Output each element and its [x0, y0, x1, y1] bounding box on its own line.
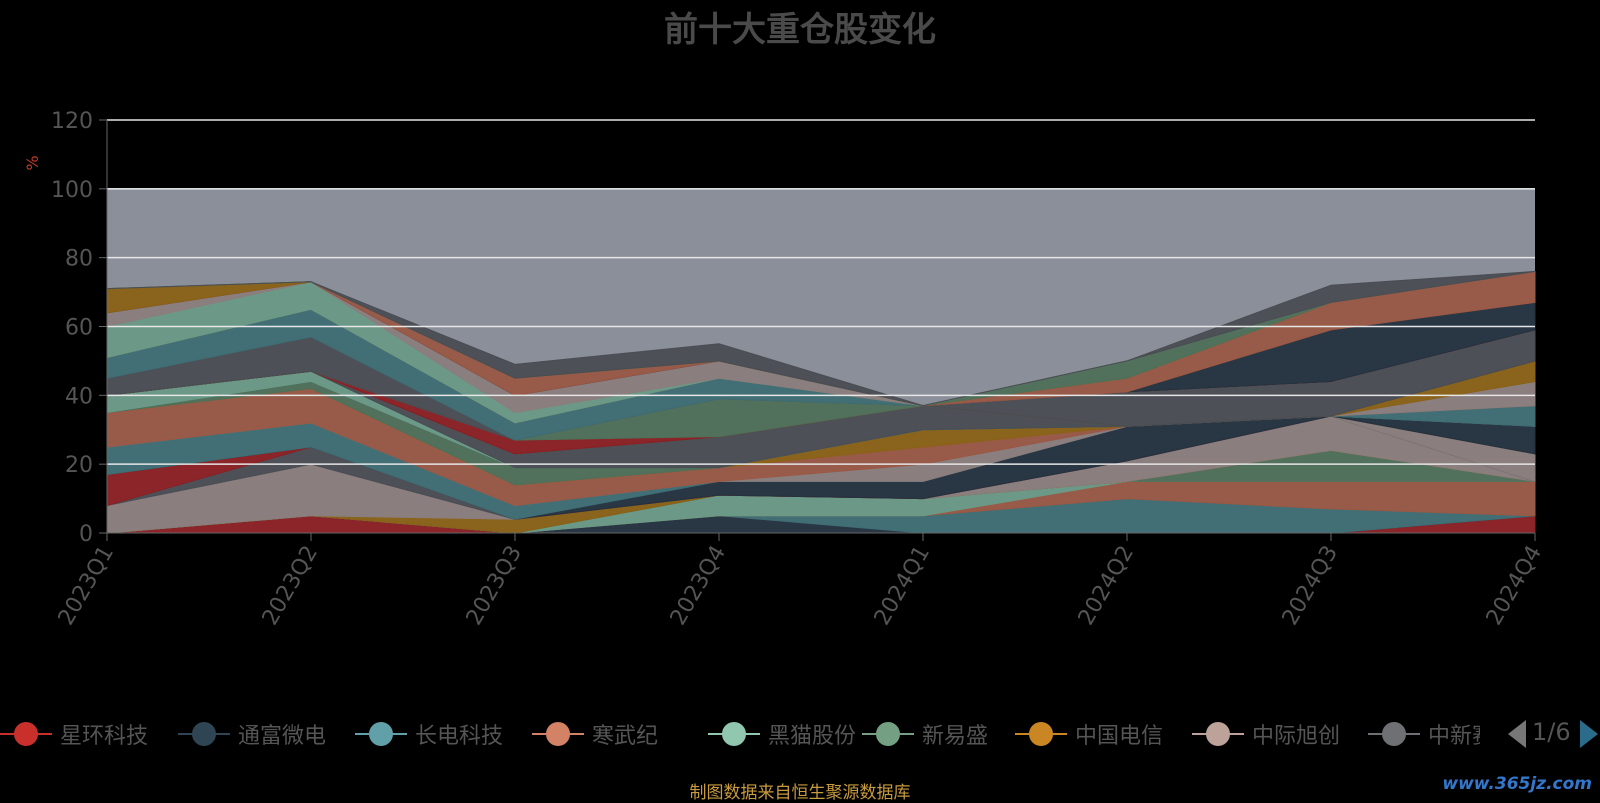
- legend-item[interactable]: 新易盛: [862, 710, 1037, 758]
- legend-item[interactable]: 中际旭创: [1192, 710, 1367, 758]
- legend-item[interactable]: 中新赛克: [1368, 710, 1480, 758]
- x-tick-label: 2024Q4: [1482, 542, 1547, 630]
- legend-label: 新易盛: [922, 724, 989, 749]
- y-tick-label: 100: [51, 178, 93, 203]
- x-tick-label: 2023Q2: [258, 542, 323, 630]
- data-source-note: 制图数据来自恒生聚源数据库: [689, 783, 911, 803]
- legend-pager: 1/6: [1500, 712, 1600, 756]
- legend-marker-icon: [1382, 722, 1406, 746]
- legend-marker-icon: [876, 722, 900, 746]
- x-tick-label: 2024Q3: [1278, 542, 1343, 630]
- y-tick-label: 80: [65, 247, 93, 272]
- legend-next-page-icon[interactable]: [1580, 720, 1598, 748]
- series-area-36: [106, 270, 1536, 407]
- legend-page-indicator: 1/6: [1532, 718, 1571, 746]
- x-tick-label: 2023Q3: [462, 542, 527, 630]
- y-tick-label: 40: [65, 384, 93, 409]
- legend-item[interactable]: 中国电信: [1015, 710, 1190, 758]
- legend-label: 星环科技: [60, 724, 149, 749]
- x-axis: 2023Q1 2023Q2 2023Q3 2023Q4 2024Q1 2024Q2 2024…: [54, 532, 1547, 630]
- x-tick-label: 2023Q4: [666, 542, 731, 630]
- legend-label: 长电科技: [415, 724, 504, 749]
- y-axis-unit-label: %: [23, 155, 42, 170]
- legend-marker-icon: [14, 722, 38, 746]
- y-tick-label: 120: [51, 109, 93, 134]
- legend-marker-icon: [1029, 722, 1053, 746]
- series-areas: [106, 270, 1536, 534]
- legend-marker-icon: [546, 722, 570, 746]
- legend-item[interactable]: 长电科技: [355, 710, 530, 758]
- legend-item[interactable]: 星环科技: [0, 710, 175, 758]
- legend-marker-icon: [369, 722, 393, 746]
- y-tick-label: 0: [79, 522, 93, 547]
- legend-prev-page-icon[interactable]: [1508, 720, 1526, 748]
- y-tick-label: 60: [65, 316, 93, 341]
- legend-label: 黑猫股份: [768, 724, 857, 749]
- chart-title: 前十大重仓股变化: [664, 10, 936, 50]
- legend-label: 中新赛克: [1428, 724, 1480, 749]
- x-tick-label: 2023Q1: [54, 542, 119, 630]
- legend-item[interactable]: 黑猫股份: [708, 710, 883, 758]
- x-tick-label: 2024Q1: [870, 542, 935, 630]
- legend-marker-icon: [1206, 722, 1230, 746]
- legend-marker-icon: [722, 722, 746, 746]
- legend-label: 中际旭创: [1252, 724, 1341, 749]
- legend-label: 寒武纪: [592, 724, 659, 749]
- x-tick-label: 2024Q2: [1074, 542, 1139, 630]
- legend-item[interactable]: 寒武纪: [532, 710, 707, 758]
- legend-label: 通富微电: [238, 724, 327, 749]
- y-tick-label: 20: [65, 453, 93, 478]
- legend-label: 中国电信: [1075, 724, 1164, 749]
- gridlines: [107, 119, 1535, 465]
- legend: 星环科技 通富微电 长电科技 寒武纪 黑猫股份 新易盛 中国电信 中际旭创 中新赛克: [0, 710, 1480, 758]
- legend-marker-icon: [192, 722, 216, 746]
- y-axis: 0 20 40 60 80 100 120: [51, 109, 108, 547]
- watermark: www.365jz.com: [1442, 774, 1592, 794]
- legend-item[interactable]: 通富微电: [178, 710, 353, 758]
